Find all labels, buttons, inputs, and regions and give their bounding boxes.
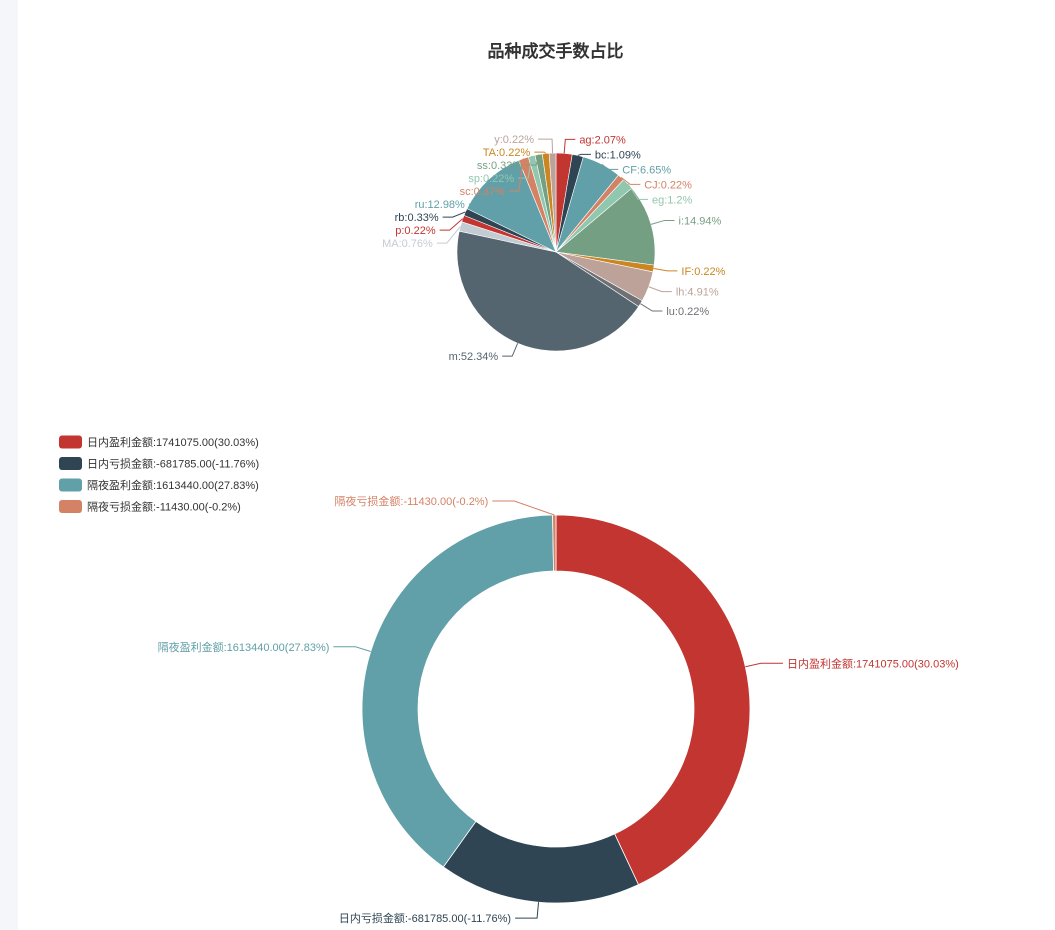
pie-label-i: i:14.94%	[679, 215, 722, 227]
donut-slice-0[interactable]	[555, 514, 751, 886]
pie-label-line-CF	[601, 163, 619, 170]
legend-swatch	[59, 500, 82, 513]
legend-label: 日内亏损金额:-681785.00(-11.76%)	[87, 457, 259, 471]
pie-label-CJ: CJ:0.22%	[644, 179, 692, 191]
pie-chart-title: 品种成交手数占比	[487, 42, 624, 61]
donut-label-line-0	[745, 662, 783, 668]
pie-label-line-ag	[563, 138, 576, 154]
legend-label: 隔夜盈利金额:1613440.00(27.83%)	[87, 478, 259, 492]
legend-swatch	[59, 457, 82, 470]
pie-label-line-p	[439, 218, 464, 231]
pie-label-line-ru	[468, 179, 489, 205]
pie-label-line-TA	[534, 151, 547, 154]
pie-label-m: m:52.34%	[449, 351, 499, 363]
pie-label-lh: lh:4.91%	[676, 287, 719, 299]
pie-label-line-MA	[436, 226, 461, 244]
donut-label-3: 隔夜亏损金额:-11430.00(-0.2%)	[334, 494, 488, 508]
pie-label-sc: sc:0.87%	[460, 186, 505, 198]
pie-label-CF: CF:6.65%	[622, 164, 671, 176]
donut-slice-2[interactable]	[361, 514, 554, 868]
pie-label-line-rb	[442, 211, 466, 218]
pie-label-eg: eg:1.2%	[652, 194, 693, 206]
pie-label-ag: ag:2.07%	[579, 134, 626, 146]
pie-label-line-ss	[526, 154, 540, 166]
legend-swatch	[59, 478, 82, 492]
pie-label-sp: sp:0.22%	[468, 173, 514, 185]
pie-label-TA: TA:0.22%	[483, 147, 531, 159]
donut-label-line-1	[515, 902, 540, 919]
pie-label-line-lu	[640, 303, 663, 312]
pie-label-y: y:0.22%	[494, 134, 534, 146]
pie-label-line-sp	[518, 155, 533, 179]
pie-label-line-sc	[508, 158, 524, 192]
pie-label-line-CJ	[620, 176, 641, 185]
variety-volume-pie: ag:2.07% bc:1.09% CF:6.65% CJ:0.22% eg:1.2% i…	[382, 134, 726, 363]
pie-label-line-i	[650, 219, 675, 225]
pie-label-IF: IF:0.22%	[681, 266, 725, 278]
legend-item-0[interactable]: 日内盈利金额:1741075.00(30.03%)	[59, 435, 259, 449]
donut-label-0: 日内盈利金额:1741075.00(30.03%)	[787, 656, 959, 670]
pie-label-line-lh	[648, 286, 672, 293]
pie-label-MA: MA:0.76%	[382, 238, 433, 250]
donut-label-1: 日内亏损金额:-681785.00(-11.76%)	[339, 911, 511, 925]
pie-label-line-IF	[653, 268, 678, 272]
legend-label: 隔夜亏损金额:-11430.00(-0.2%)	[87, 500, 241, 514]
pie-label-p: p:0.22%	[395, 225, 436, 237]
donut-label-line-2	[333, 646, 371, 652]
pie-label-line-eg	[627, 183, 648, 200]
pie-label-bc: bc:1.09%	[595, 149, 641, 161]
legend-swatch	[59, 435, 82, 449]
donut-slice-1[interactable]	[442, 820, 639, 904]
donut-label-2: 隔夜盈利金额:1613440.00(27.83%)	[158, 640, 330, 654]
pnl-legend: 日内盈利金额:1741075.00(30.03%) 日内亏损金额:-681785.…	[59, 435, 259, 514]
pie-label-line-m	[502, 343, 519, 357]
pie-label-line-y	[538, 138, 554, 154]
pie-label-ru: ru:12.98%	[415, 199, 465, 211]
donut-label-line-3	[492, 500, 555, 516]
legend-item-2[interactable]: 隔夜盈利金额:1613440.00(27.83%)	[59, 478, 259, 492]
pie-label-lu: lu:0.22%	[666, 306, 709, 318]
pnl-donut: 日内盈利金额:1741075.00(30.03%) 日内亏损金额:-681785.…	[158, 494, 959, 925]
legend-item-1[interactable]: 日内亏损金额:-681785.00(-11.76%)	[59, 457, 259, 471]
pie-label-ss: ss:0.33%	[477, 160, 522, 172]
legend-item-3[interactable]: 隔夜亏损金额:-11430.00(-0.2%)	[59, 500, 241, 514]
legend-label: 日内盈利金额:1741075.00(30.03%)	[87, 435, 259, 449]
donut-slice-3[interactable]	[552, 514, 557, 572]
pie-label-line-bc	[577, 153, 591, 156]
pie-label-rb: rb:0.33%	[395, 212, 439, 224]
